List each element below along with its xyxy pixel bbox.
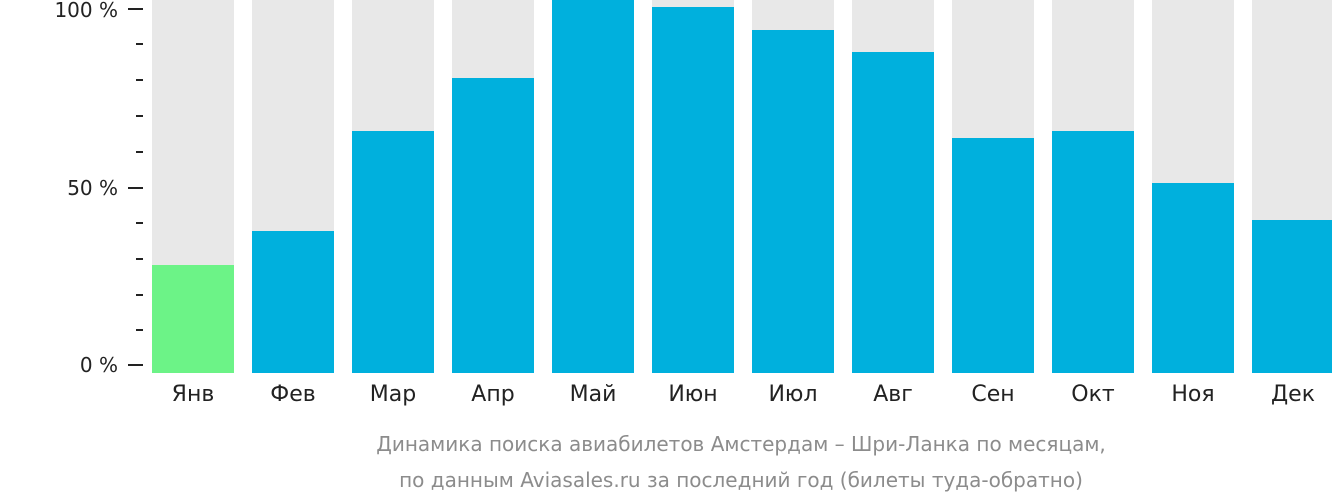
x-tick-label: Май: [569, 382, 617, 407]
minor-tick: [136, 115, 143, 117]
minor-tick: [136, 151, 143, 153]
bar-11: [1152, 0, 1234, 373]
bar-fill: [352, 130, 434, 373]
bar-7: [752, 0, 834, 373]
bar-fill: [252, 231, 334, 373]
major-tick: [128, 187, 143, 189]
bar-3: [352, 0, 434, 373]
bar-fill: [152, 264, 234, 373]
x-tick-label: Фев: [270, 382, 316, 407]
bar-12: [1252, 0, 1332, 373]
bar-fill: [1152, 182, 1234, 373]
x-tick-label: Июл: [768, 382, 818, 407]
bar-6: [652, 0, 734, 373]
minor-tick: [136, 258, 143, 260]
minor-tick: [136, 79, 143, 81]
x-tick-label: Янв: [171, 382, 215, 407]
x-tick-label: Дек: [1270, 382, 1315, 407]
x-tick-label: Апр: [471, 382, 515, 407]
bar-fill: [452, 78, 534, 373]
minor-tick: [136, 222, 143, 224]
minor-tick: [136, 329, 143, 331]
x-tick-label: Ноя: [1171, 382, 1215, 407]
bar-8: [852, 0, 934, 373]
y-tick-label-50: 50 %: [67, 176, 118, 200]
x-tick-label: Мар: [369, 382, 417, 407]
bar-fill: [1052, 130, 1134, 373]
bar-fill: [552, 0, 634, 373]
x-tick-label: Сен: [971, 382, 1015, 407]
x-tick-label: Авг: [873, 382, 913, 407]
bar-2: [252, 0, 334, 373]
bar-fill: [852, 52, 934, 373]
major-tick: [128, 364, 143, 366]
x-tick-label: Июн: [668, 382, 718, 407]
minor-tick: [136, 294, 143, 296]
major-tick: [128, 8, 143, 10]
x-tick-label: Окт: [1071, 382, 1115, 407]
y-tick-label-100: 100 %: [54, 0, 118, 22]
chart-caption-line2: по данным Aviasales.ru за последний год …: [399, 468, 1083, 492]
bar-fill: [752, 29, 834, 373]
minor-tick: [136, 43, 143, 45]
bar-fill: [1252, 220, 1332, 373]
bar-10: [1052, 0, 1134, 373]
bar-9: [952, 0, 1034, 373]
chart-caption-line1: Динамика поиска авиабилетов Амстердам – …: [376, 432, 1106, 456]
bar-fill: [952, 138, 1034, 373]
bar-5: [552, 0, 634, 373]
bar-1: [152, 0, 234, 373]
y-tick-label-0: 0 %: [79, 353, 118, 377]
bar-fill: [652, 7, 734, 373]
bar-4: [452, 0, 534, 373]
